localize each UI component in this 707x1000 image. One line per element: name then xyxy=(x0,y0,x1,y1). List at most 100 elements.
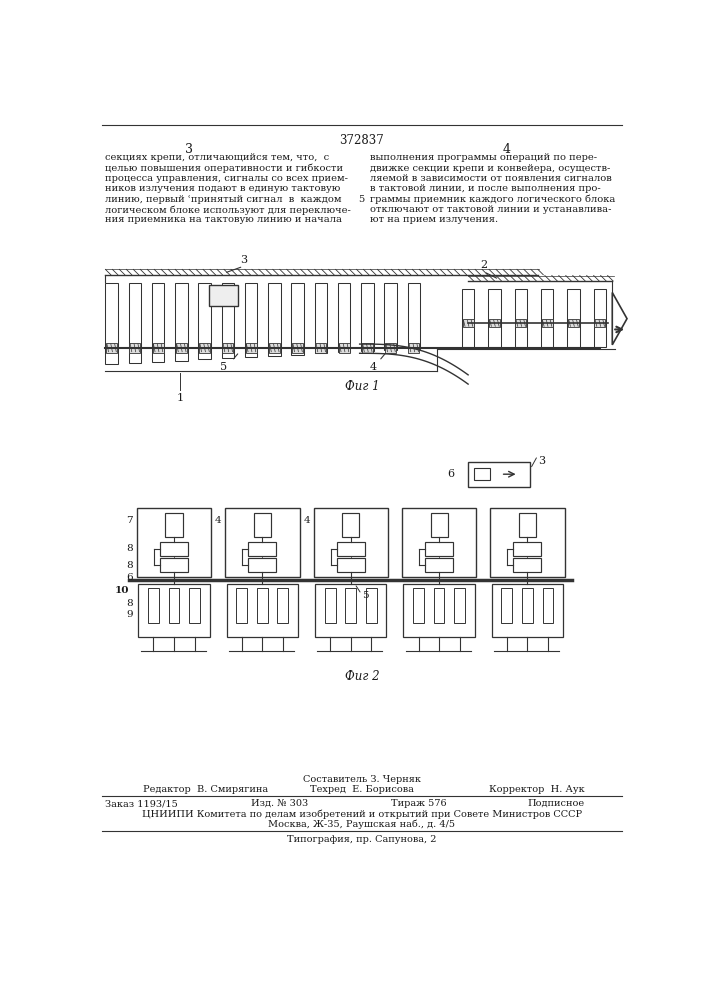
Text: Тираж 576: Тираж 576 xyxy=(391,799,446,808)
Text: Фиг 1: Фиг 1 xyxy=(344,380,379,393)
Bar xyxy=(268,283,281,356)
Bar xyxy=(366,588,377,623)
Bar xyxy=(409,343,419,353)
Text: логическом блоке используют для переключе-: логическом блоке используют для переключ… xyxy=(105,205,351,215)
Text: 6: 6 xyxy=(447,469,454,479)
Text: Подписное: Подписное xyxy=(527,799,585,808)
Text: 8: 8 xyxy=(127,544,133,553)
Bar xyxy=(433,588,445,623)
Bar xyxy=(541,289,554,347)
Bar xyxy=(160,558,188,572)
Bar xyxy=(277,588,288,623)
Text: выполнения программы операций по пере-: выполнения программы операций по пере- xyxy=(370,153,597,162)
Bar xyxy=(257,588,268,623)
Bar xyxy=(595,319,605,327)
Bar xyxy=(225,508,300,577)
Bar xyxy=(568,319,579,327)
Bar xyxy=(542,319,553,327)
Bar xyxy=(454,588,465,623)
Text: ляемой в зависимости от появления сигналов: ляемой в зависимости от появления сигнал… xyxy=(370,174,612,183)
Bar xyxy=(425,558,453,572)
Bar xyxy=(246,343,257,353)
Bar xyxy=(248,542,276,556)
Text: 8: 8 xyxy=(127,599,133,608)
Bar xyxy=(474,468,490,480)
Bar xyxy=(490,508,565,577)
Bar xyxy=(313,508,388,577)
Bar xyxy=(292,343,303,353)
Text: 4: 4 xyxy=(503,143,511,156)
Bar xyxy=(137,508,211,577)
Bar xyxy=(139,584,210,637)
Bar xyxy=(315,584,386,637)
Bar xyxy=(153,343,163,353)
Bar xyxy=(325,588,336,623)
Text: 5: 5 xyxy=(221,362,228,372)
Text: Техред  Е. Борисова: Техред Е. Борисова xyxy=(310,785,414,794)
Bar xyxy=(513,542,542,556)
Bar xyxy=(165,513,182,537)
Text: 10: 10 xyxy=(115,586,129,595)
Text: Составитель З. Черняк: Составитель З. Черняк xyxy=(303,774,421,784)
Bar xyxy=(236,588,247,623)
Bar xyxy=(175,283,187,361)
Text: 1: 1 xyxy=(176,393,183,403)
Text: линию, первый ʿпринятый сигнал  в  каждом: линию, первый ʿпринятый сигнал в каждом xyxy=(105,195,342,204)
Bar xyxy=(542,588,554,623)
Bar xyxy=(339,343,349,353)
Text: секциях крепи, отличающийся тем, что,  с: секциях крепи, отличающийся тем, что, с xyxy=(105,153,329,162)
Bar xyxy=(168,588,180,623)
Bar xyxy=(594,289,606,347)
Text: 3: 3 xyxy=(240,255,247,265)
Bar xyxy=(513,558,542,572)
Bar xyxy=(160,542,188,556)
Text: 5: 5 xyxy=(363,591,369,600)
Bar xyxy=(413,588,424,623)
Text: в тактовой линии, и после выполнения про-: в тактовой линии, и после выполнения про… xyxy=(370,184,601,193)
Text: ЦНИИПИ Комитета по делам изобретений и открытий при Совете Министров СССР: ЦНИИПИ Комитета по делам изобретений и о… xyxy=(142,809,582,819)
Text: целью повышения оперативности и гибкости: целью повышения оперативности и гибкости xyxy=(105,164,344,173)
Bar xyxy=(315,343,327,353)
Bar xyxy=(337,558,365,572)
Text: Редактор  В. Смирягина: Редактор В. Смирягина xyxy=(143,785,268,794)
Bar xyxy=(385,343,396,353)
Bar xyxy=(245,283,257,357)
Text: 8: 8 xyxy=(127,561,133,570)
Bar xyxy=(199,343,210,353)
Bar xyxy=(254,513,271,537)
Bar xyxy=(522,588,533,623)
Bar xyxy=(338,283,351,352)
Text: Фиг 2: Фиг 2 xyxy=(344,670,379,683)
Text: 3: 3 xyxy=(185,143,193,156)
Bar xyxy=(519,513,536,537)
Text: 2: 2 xyxy=(480,260,487,270)
Bar xyxy=(408,283,420,349)
Text: отключают от тактовой линии и устанавлива-: отключают от тактовой линии и устанавлив… xyxy=(370,205,612,214)
Text: Заказ 1193/15: Заказ 1193/15 xyxy=(105,799,178,808)
Text: 4: 4 xyxy=(215,516,222,525)
Bar xyxy=(105,283,118,364)
Bar xyxy=(515,289,527,347)
Bar xyxy=(337,542,365,556)
Bar xyxy=(129,283,141,363)
Text: 9: 9 xyxy=(127,610,133,619)
Text: движке секции крепи и конвейера, осуществ-: движке секции крепи и конвейера, осущест… xyxy=(370,164,611,173)
Bar xyxy=(361,283,373,351)
Text: 372837: 372837 xyxy=(339,134,385,147)
Bar xyxy=(291,283,304,355)
Text: ния приемника на тактовую линию и начала: ния приемника на тактовую линию и начала xyxy=(105,215,342,224)
Text: процесса управления, сигналы со всех прием-: процесса управления, сигналы со всех при… xyxy=(105,174,349,183)
Bar xyxy=(462,319,474,327)
Bar xyxy=(342,513,359,537)
Bar xyxy=(468,462,530,487)
Text: Типография, пр. Сапунова, 2: Типография, пр. Сапунова, 2 xyxy=(287,835,437,844)
Bar xyxy=(431,513,448,537)
Bar xyxy=(269,343,280,353)
Text: 6: 6 xyxy=(127,573,133,582)
Bar xyxy=(402,508,477,577)
Text: Изд. № 303: Изд. № 303 xyxy=(251,799,308,808)
Bar xyxy=(385,283,397,350)
Text: ют на прием излучения.: ют на прием излучения. xyxy=(370,215,498,224)
Bar xyxy=(425,542,453,556)
Bar xyxy=(404,584,474,637)
